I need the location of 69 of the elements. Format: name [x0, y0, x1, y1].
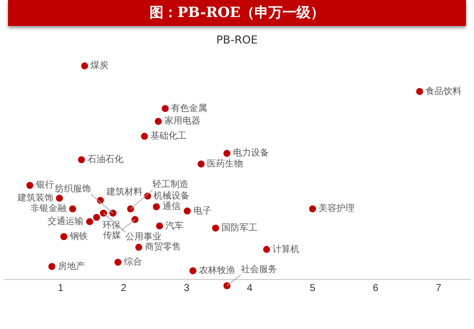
- point: [93, 214, 100, 221]
- annotation: 银行: [34, 180, 54, 191]
- annotation: 计算机: [272, 244, 300, 255]
- point: [140, 132, 148, 140]
- point: [223, 150, 230, 157]
- annotation: 公用事业: [125, 231, 162, 242]
- annotation: 环保: [102, 220, 121, 231]
- x-tick-label: 5: [310, 283, 316, 294]
- annotation: 建筑材料: [105, 186, 142, 198]
- point: [69, 205, 76, 212]
- annotation: 交通运输: [48, 216, 84, 228]
- point: [109, 210, 116, 217]
- point: [127, 205, 134, 212]
- annotation: 机械设备: [154, 190, 190, 202]
- annotation: 家用电器: [164, 116, 200, 127]
- annotation: 通信: [162, 201, 180, 212]
- point: [162, 105, 169, 112]
- annotation: 有色金属: [171, 102, 208, 114]
- annotation: 国防军工: [222, 222, 258, 234]
- annotation: 非银金融: [30, 203, 67, 214]
- x-tick-label: 4: [246, 283, 253, 294]
- point: [60, 233, 68, 240]
- point: [198, 160, 205, 168]
- chart-title: 图：PB-ROE（申万一级）: [8, 0, 466, 26]
- annotation: 基础化工: [150, 130, 186, 142]
- annotation: 商贸零售: [144, 242, 181, 253]
- annotation: 煤炭: [90, 60, 109, 72]
- point: [416, 88, 424, 95]
- annotation: 电力设备: [232, 148, 269, 159]
- point: [114, 258, 122, 266]
- annotation: 钢铁: [68, 230, 88, 242]
- x-tick-label: 2: [120, 283, 127, 294]
- x-tick-label: 3: [184, 283, 190, 294]
- annotation: 食品饮料: [426, 86, 462, 97]
- annotation: 传媒: [102, 230, 121, 241]
- point: [263, 246, 270, 253]
- point: [78, 156, 85, 164]
- point: [100, 210, 107, 217]
- point: [189, 267, 196, 274]
- point: [131, 216, 138, 224]
- point: [184, 208, 191, 215]
- point: [154, 118, 162, 125]
- x-tick-label: 1: [58, 283, 64, 294]
- annotation: 美容护理: [318, 203, 355, 214]
- annotation: 汽车: [166, 220, 184, 232]
- x-tick-label: 6: [372, 283, 379, 294]
- point: [48, 263, 56, 270]
- point: [26, 182, 34, 189]
- point: [152, 203, 160, 210]
- annotation: 建筑装饰: [16, 192, 54, 204]
- annotation: 轻工制造: [152, 179, 189, 190]
- point: [156, 222, 164, 230]
- point: [81, 62, 88, 70]
- point: [56, 194, 63, 202]
- annotation: 综合: [124, 256, 142, 268]
- annotation: 房地产: [58, 260, 85, 272]
- point: [309, 205, 316, 212]
- chart-subtitle: PB-ROE: [216, 33, 258, 46]
- point: [86, 218, 94, 226]
- x-tick-label: 7: [436, 283, 442, 294]
- point: [223, 282, 230, 290]
- point: [135, 244, 142, 251]
- annotation: 医药生物: [207, 158, 244, 170]
- annotation: 纺织服饰: [54, 183, 91, 194]
- annotation: 电子: [193, 205, 212, 216]
- annotation: 社会服务: [240, 264, 277, 276]
- annotation: 农林牧渔: [198, 265, 235, 276]
- annotation: 石油石化: [87, 154, 124, 166]
- point: [212, 224, 220, 232]
